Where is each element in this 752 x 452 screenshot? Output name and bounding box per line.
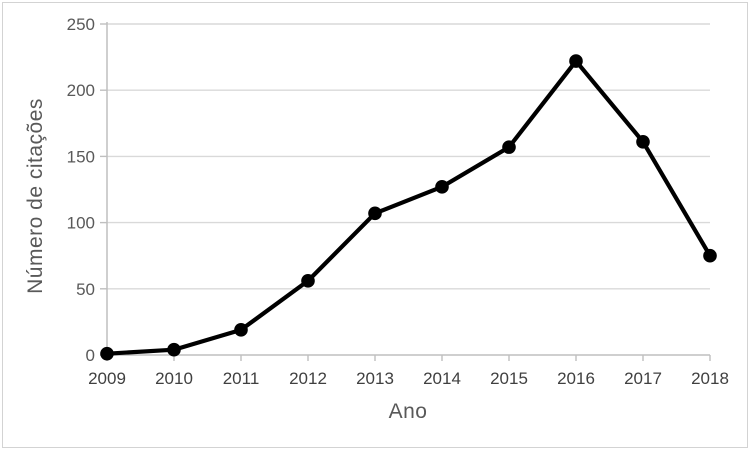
x-tick-label: 2017 <box>624 369 662 388</box>
data-point-marker <box>502 140 516 154</box>
y-tick-label: 150 <box>67 147 95 166</box>
data-point-marker <box>301 274 315 288</box>
x-tick-label: 2010 <box>155 369 193 388</box>
y-axis-title: Número de citações <box>24 98 47 294</box>
x-tick-label: 2014 <box>423 369 461 388</box>
x-tick-label: 2013 <box>356 369 394 388</box>
data-point-marker <box>435 180 449 194</box>
x-tick-label: 2009 <box>88 369 126 388</box>
y-tick-label: 200 <box>67 81 95 100</box>
x-tick-label: 2011 <box>223 369 260 388</box>
x-tick-label: 2016 <box>557 369 595 388</box>
x-tick-label: 2018 <box>691 369 729 388</box>
x-tick-label: 2015 <box>490 369 528 388</box>
data-point-marker <box>167 342 181 357</box>
series-line <box>104 58 713 356</box>
data-point-marker <box>636 135 650 149</box>
y-tick-label: 100 <box>67 214 95 233</box>
y-tick-label: 250 <box>67 15 95 34</box>
x-tick-label: 2012 <box>289 369 327 388</box>
y-tick-label: 50 <box>76 280 95 299</box>
data-point-marker <box>368 206 382 221</box>
x-axis-title: Ano <box>388 400 428 423</box>
data-point-marker <box>569 54 583 68</box>
data-point-marker <box>703 248 717 263</box>
data-point-marker <box>100 346 114 361</box>
y-tick-label: 0 <box>86 346 95 365</box>
data-point-marker <box>234 323 248 337</box>
